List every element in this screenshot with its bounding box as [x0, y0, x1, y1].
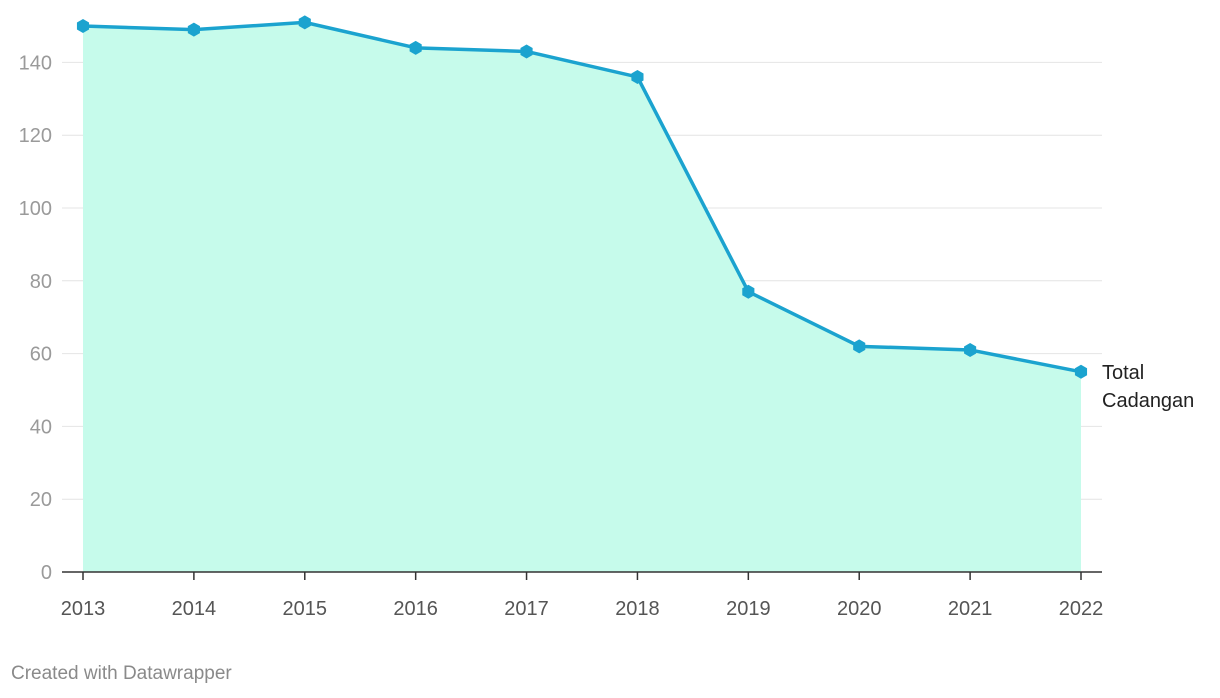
y-tick-label: 100: [19, 198, 52, 220]
area-fill-group: [83, 22, 1081, 573]
data-point: [964, 342, 977, 357]
series-line: [81, 20, 1083, 374]
x-tick-label: 2019: [726, 598, 771, 620]
data-point: [853, 339, 866, 354]
x-tick-label: 2021: [948, 598, 993, 620]
area-fill: [83, 22, 1081, 573]
series-label-line-2: Cadangan: [1102, 390, 1194, 412]
y-tick-label: 60: [30, 344, 52, 366]
y-tick-label: 120: [19, 125, 52, 147]
data-point: [742, 284, 755, 299]
data-point: [631, 69, 644, 84]
x-tick-label: 2015: [283, 598, 328, 620]
data-point: [409, 40, 422, 55]
data-points: [76, 15, 1088, 379]
y-axis-labels: 0 20 40 60 80 100 120 140: [19, 52, 52, 584]
data-point: [520, 44, 533, 59]
x-tick-label: 2017: [504, 598, 549, 620]
footer-credit: Created with Datawrapper: [11, 663, 232, 684]
y-tick-label: 80: [30, 271, 52, 293]
x-axis: [62, 571, 1102, 580]
x-axis-labels: 2013 2014 2015 2016 2017 2018 2019 2020 2021 2022: [61, 598, 1104, 620]
data-point: [76, 19, 90, 33]
y-tick-label: 140: [19, 52, 52, 74]
x-tick-label: 2014: [172, 598, 217, 620]
data-point: [187, 22, 200, 37]
series-label: Total Cadangan: [1102, 362, 1194, 412]
y-tick-label: 0: [41, 562, 52, 584]
y-tick-label: 20: [30, 489, 52, 511]
y-tick-label: 40: [30, 416, 52, 438]
data-point: [1074, 364, 1088, 379]
x-tick-label: 2013: [61, 598, 106, 620]
x-tick-label: 2020: [837, 598, 882, 620]
x-tick-label: 2016: [393, 598, 438, 620]
x-tick-label: 2022: [1059, 598, 1104, 620]
series-line-group: [81, 20, 1083, 374]
series-label-line-1: Total: [1102, 362, 1144, 384]
x-tick-label: 2018: [615, 598, 660, 620]
data-point: [298, 15, 311, 30]
